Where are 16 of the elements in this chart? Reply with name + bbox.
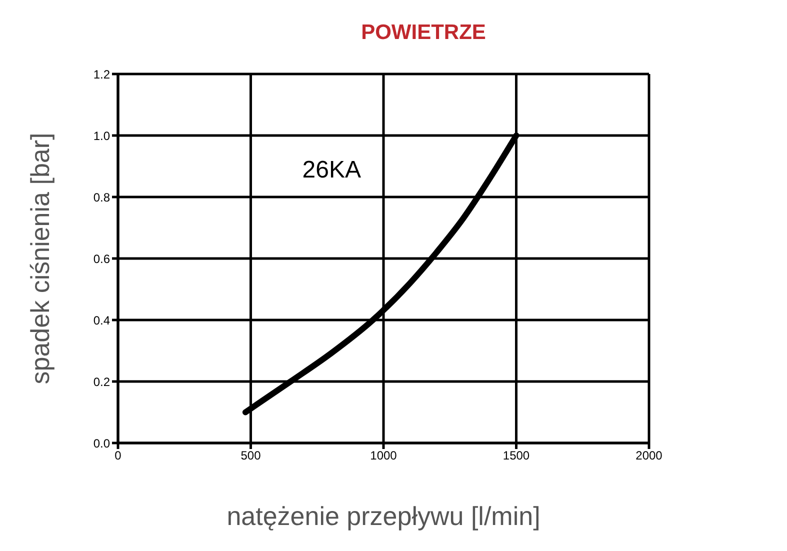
x-axis-title: natężenie przepływu [l/min] <box>226 501 540 531</box>
y-tick-label: 1.2 <box>93 67 110 82</box>
y-tick-label: 0.8 <box>93 190 110 204</box>
x-tick-label: 2000 <box>636 448 663 463</box>
y-axis-title: spadek ciśnienia [bar] <box>25 132 56 384</box>
y-tick-label: 0.4 <box>93 313 110 328</box>
y-tick-label: 0.0 <box>93 436 110 450</box>
x-tick-label: 500 <box>240 448 262 463</box>
x-tick-label: 0 <box>114 448 122 463</box>
x-tick-label: 1500 <box>502 448 530 463</box>
x-tick-label: 1000 <box>370 448 398 463</box>
y-tick-label: 0.6 <box>93 252 110 266</box>
chart-title: POWIETRZE <box>360 20 487 46</box>
y-tick-label: 0.2 <box>93 374 110 389</box>
y-tick-label: 1.0 <box>93 128 110 143</box>
text: 26KA <box>302 156 361 184</box>
